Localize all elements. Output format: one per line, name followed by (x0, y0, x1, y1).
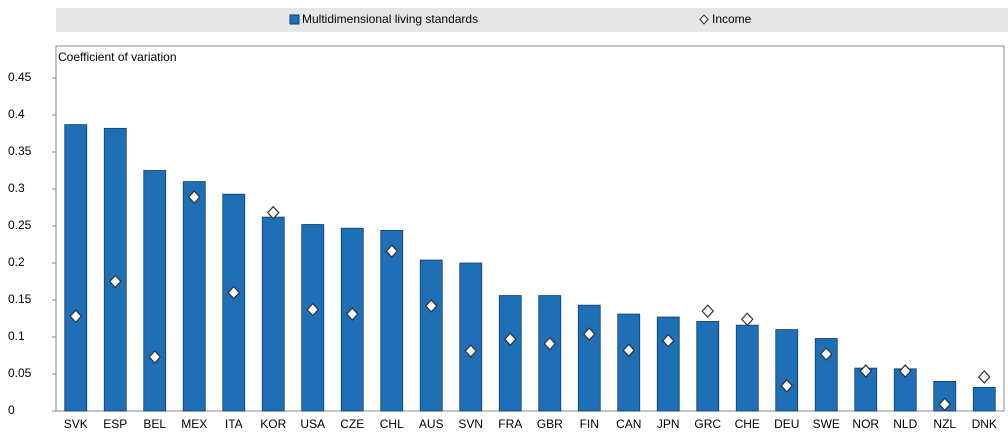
x-tick-label: CHL (380, 417, 404, 431)
y-tick-label: 0.15 (8, 292, 32, 306)
diamond-marker (859, 364, 873, 378)
x-tick-label: FIN (580, 417, 599, 431)
diamond-marker (898, 364, 912, 378)
bar (301, 224, 325, 412)
bar (656, 316, 680, 412)
y-tick-label: 0.35 (8, 144, 32, 158)
x-tick-label: FRA (498, 417, 522, 431)
bar (498, 295, 522, 412)
x-tick-label: DNK (972, 417, 997, 431)
diamond-marker (306, 302, 320, 317)
x-tick-label: ITA (225, 417, 243, 431)
bar (735, 324, 759, 412)
x-tick-label: ESP (103, 417, 127, 431)
diamond-marker (227, 285, 241, 300)
diamond-marker (69, 309, 83, 324)
x-tick-label: NOR (852, 417, 879, 431)
diamond-marker (780, 378, 794, 393)
diamond-marker (266, 205, 280, 220)
x-tick-label: AUS (419, 417, 444, 431)
bar (775, 329, 799, 412)
x-tick-label: GBR (537, 417, 563, 431)
bar (972, 386, 996, 412)
y-axis-label: Coefficient of variation (58, 50, 177, 64)
bar (380, 230, 404, 412)
x-tick-label: CHE (735, 417, 760, 431)
y-tick-label: 0.1 (8, 329, 25, 343)
bar (577, 304, 601, 412)
legend-label: Multidimensional living standards (302, 12, 478, 26)
x-tick-label: NZL (933, 417, 956, 431)
diamond-marker (187, 190, 201, 205)
diamond-marker (108, 274, 122, 289)
diamond-marker (701, 304, 715, 318)
bar (143, 170, 167, 412)
bar (696, 321, 720, 412)
x-tick-label: NLD (893, 417, 917, 431)
diamond-marker (503, 332, 517, 347)
diamond-marker (345, 307, 359, 321)
bar (814, 338, 838, 412)
x-tick-label: JPN (657, 417, 680, 431)
bar (182, 181, 206, 412)
diamond-marker (385, 244, 399, 259)
y-tick-label: 0.25 (8, 218, 32, 232)
bar (459, 262, 483, 412)
y-tick-label: 0 (8, 403, 15, 417)
x-tick-label: SVN (458, 417, 483, 431)
legend-label: Income (712, 12, 752, 26)
x-tick-label: USA (300, 417, 325, 431)
x-tick-label: KOR (260, 417, 286, 431)
diamond-marker (938, 397, 952, 412)
x-tick-label: SVK (64, 417, 88, 431)
x-tick-label: DEU (774, 417, 799, 431)
legend-swatch (289, 14, 300, 25)
diamond-marker (424, 299, 438, 313)
y-tick-label: 0.4 (8, 107, 25, 121)
y-tick-label: 0.45 (8, 70, 32, 84)
bar (64, 124, 88, 412)
diamond-marker (977, 370, 991, 384)
bar (103, 127, 127, 412)
x-tick-label: SWE (813, 417, 840, 431)
diamond-marker (740, 312, 754, 327)
x-tick-label: CAN (616, 417, 641, 431)
diamond-marker (661, 333, 675, 348)
legend-band (56, 8, 1008, 32)
bar (617, 313, 641, 412)
x-tick-label: GRC (694, 417, 721, 431)
bar (222, 193, 246, 412)
plot-frame (55, 45, 1005, 412)
diamond-marker (622, 343, 636, 358)
y-tick-label: 0.2 (8, 255, 25, 269)
bar (538, 295, 562, 412)
diamond-marker (543, 336, 557, 351)
x-tick-label: BEL (143, 417, 166, 431)
diamond-marker (148, 350, 162, 364)
y-tick-label: 0.05 (8, 366, 32, 380)
diamond-marker (582, 327, 596, 341)
diamond-marker (819, 347, 833, 361)
diamond-marker (464, 344, 478, 358)
x-tick-label: CZE (340, 417, 364, 431)
legend-swatch (699, 14, 709, 25)
bar (419, 259, 443, 412)
bar (261, 216, 285, 412)
x-tick-label: MEX (181, 417, 207, 431)
y-tick-label: 0.3 (8, 181, 25, 195)
